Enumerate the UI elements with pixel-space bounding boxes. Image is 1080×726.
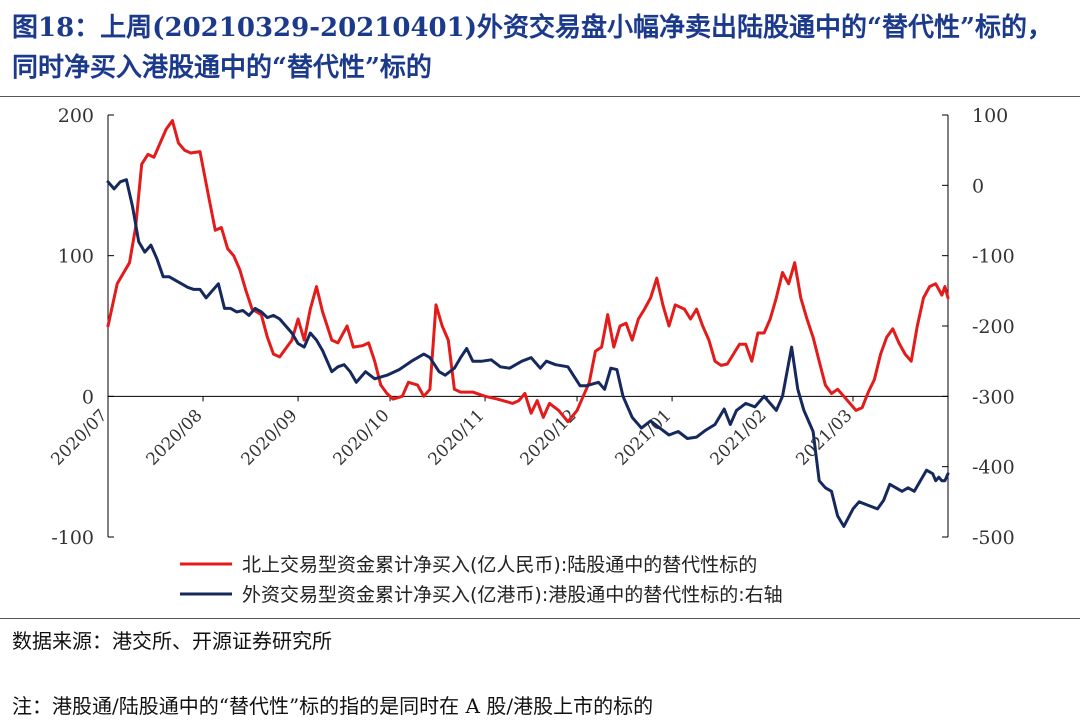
left-tick-label: -100 [51,527,94,549]
legend-label: 北上交易型资金累计净买入(亿人民币):陆股通中的替代性标的 [242,554,757,576]
left-tick-label: 200 [58,105,94,127]
x-tick-label: 2020/10 [329,406,393,470]
x-tick-label: 2020/11 [425,406,489,470]
footer-divider [0,618,1080,619]
title-divider [0,96,1080,97]
x-tick-label: 2021/02 [707,406,771,470]
x-tick-label: 2020/07 [47,406,111,470]
right-tick-label: -100 [972,246,1015,268]
x-tick-label: 2020/12 [517,406,581,470]
right-tick-label: -300 [972,386,1015,408]
x-tick-label: 2021/03 [792,406,856,470]
series-line-southbound [106,178,950,528]
dual-axis-line-chart: 200 100 0 -100 100 0 -100 -200 -300 -400 -500 2020/… [47,105,1014,606]
axes: 200 100 0 -100 100 0 -100 -200 -300 -400 -500 2020/… [47,105,1014,549]
right-tick-label: 100 [972,105,1008,127]
x-tick-label: 2021/01 [612,406,676,470]
series-lines [106,119,950,528]
chart-title: 图18：上周(20210329-20210401)外资交易盘小幅净卖出陆股通中的… [12,8,1072,88]
legend: 北上交易型资金累计净买入(亿人民币):陆股通中的替代性标的外资交易型资金累计净买… [180,554,783,606]
right-tick-label: 0 [972,175,984,197]
x-tick-label: 2020/09 [238,406,302,470]
right-tick-label: -200 [972,316,1015,338]
right-tick-label: -500 [972,527,1015,549]
data-source: 数据来源：港交所、开源证券研究所 [12,629,332,653]
x-tick-label: 2020/08 [142,406,206,470]
title-line-1: 图18：上周(20210329-20210401)外资交易盘小幅净卖出陆股通中的… [12,13,1053,43]
title-line-2: 同时净买入港股通中的“替代性”标的 [12,53,432,83]
legend-label: 外资交易型资金累计净买入(亿港币):港股通中的替代性标的:右轴 [242,584,783,606]
series-line-northbound [106,119,950,424]
left-tick-label: 100 [58,246,94,268]
footnote: 注：港股通/陆股通中的“替代性”标的指的是同时在 A 股/港股上市的标的 [12,694,654,718]
right-tick-label: -400 [972,457,1015,479]
left-tick-label: 0 [82,386,94,408]
